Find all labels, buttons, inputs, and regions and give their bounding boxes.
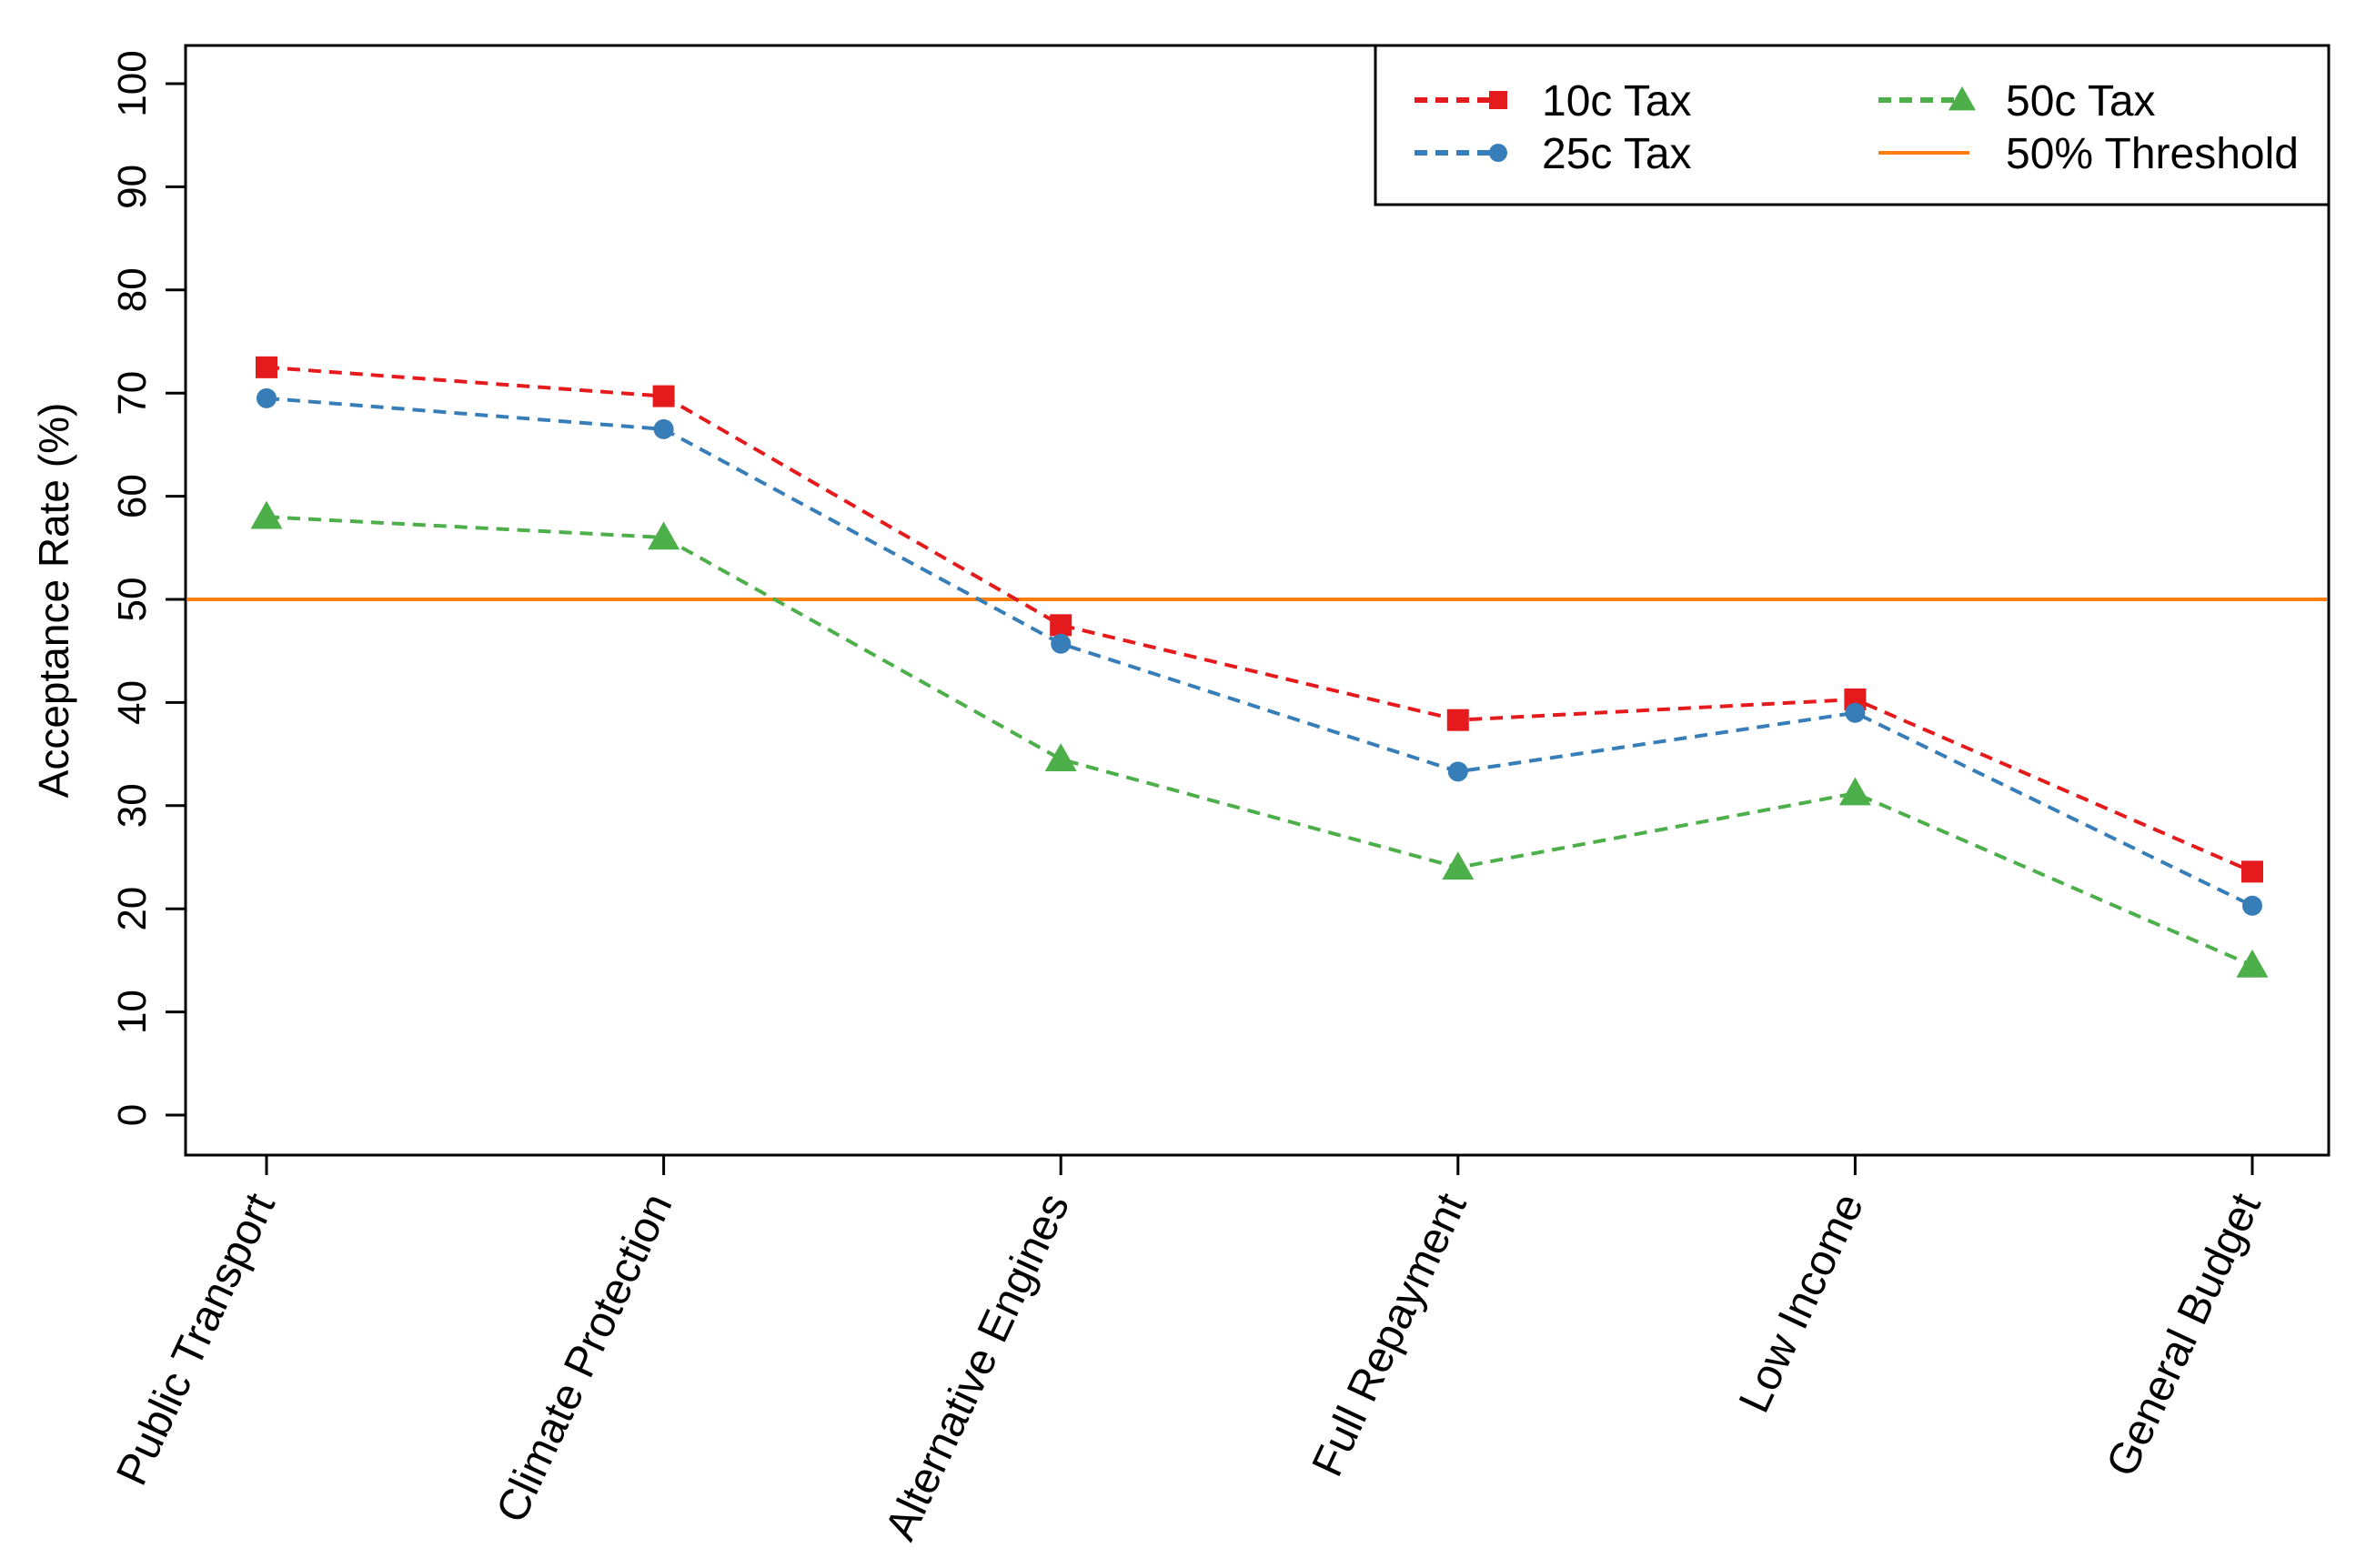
y-tick-label: 30: [110, 783, 155, 828]
x-category-label: Full Repayment: [1304, 1186, 1476, 1483]
y-tick-label: 20: [110, 887, 155, 931]
x-axis: Public Transport Climate Protection Altern…: [107, 1155, 2270, 1547]
x-category-label: Alternative Engines: [876, 1186, 1079, 1547]
data-point: [653, 418, 674, 439]
legend-marker: [1489, 91, 1507, 109]
series-line: [266, 396, 2253, 908]
legend-item: 10c Tax: [1415, 77, 1692, 126]
y-tick-label: 50: [110, 578, 155, 622]
data-point: [2241, 860, 2263, 883]
legend-label: 50c Tax: [2006, 77, 2156, 126]
x-category-label: Public Transport: [107, 1186, 285, 1493]
y-tick-label: 70: [110, 371, 155, 416]
y-tick-label: 100: [110, 50, 155, 116]
data-point: [648, 521, 680, 550]
y-axis-title: Acceptance Rate (%): [30, 403, 77, 799]
series-line: [266, 365, 2253, 874]
data-point: [256, 356, 277, 378]
series-50c-tax: [250, 500, 2269, 978]
y-tick-label: 0: [110, 1104, 155, 1126]
data-point: [1442, 851, 1475, 880]
data-point: [1051, 633, 1072, 654]
data-point: [1050, 614, 1072, 637]
legend-item: 50% Threshold: [1878, 130, 2299, 178]
data-point: [2242, 895, 2262, 916]
data-point: [1044, 743, 1077, 771]
legend-box: [1374, 44, 2331, 206]
series-10c-tax: [256, 356, 2263, 883]
y-tick-label: 90: [110, 165, 155, 209]
y-tick-label: 60: [110, 474, 155, 518]
legend-item: 25c Tax: [1415, 130, 1692, 178]
y-tick-label: 40: [110, 680, 155, 725]
data-point: [1446, 709, 1469, 731]
data-point: [257, 387, 277, 408]
x-category-label: Climate Protection: [488, 1186, 682, 1530]
data-point: [250, 500, 283, 529]
series-line: [266, 515, 2253, 968]
legend-marker: [1489, 144, 1507, 162]
y-tick-label: 80: [110, 267, 155, 312]
y-tick-label: 10: [110, 990, 155, 1034]
y-axis: 0 10 20 30 40 50 60 70 80 90 100: [110, 50, 186, 1126]
legend-marker: [1948, 85, 1976, 111]
legend-item: 50c Tax: [1878, 77, 2156, 126]
data-point: [1447, 761, 1468, 782]
legend-label: 25c Tax: [1542, 130, 1692, 178]
series-25c-tax: [257, 387, 2262, 916]
x-category-label: General Budget: [2098, 1186, 2270, 1483]
series-group: [250, 356, 2269, 978]
data-point: [1838, 777, 1871, 806]
data-point: [2236, 949, 2269, 978]
x-category-label: Low Income: [1730, 1186, 1873, 1420]
legend-label: 10c Tax: [1542, 77, 1692, 126]
data-point: [1845, 702, 1866, 723]
data-point: [652, 385, 675, 407]
legend-label: 50% Threshold: [2006, 130, 2299, 178]
